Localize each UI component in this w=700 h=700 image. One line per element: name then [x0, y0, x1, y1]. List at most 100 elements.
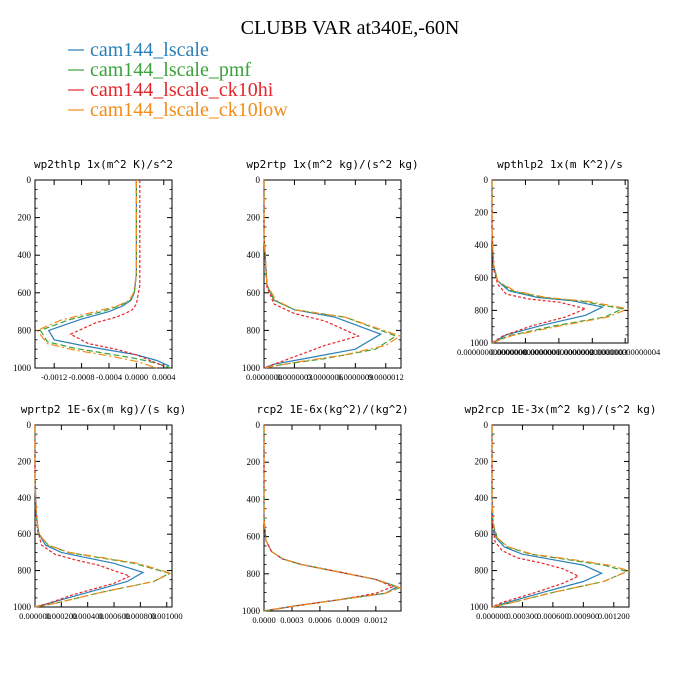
y-tick-label: 600 [247, 288, 261, 298]
x-tick-label: 0.000000 [476, 611, 508, 621]
x-tick-label: 0.000000000000001 [490, 347, 560, 357]
series-line [34, 425, 145, 608]
series-line [263, 425, 401, 612]
panels: wp2thlp 1x(m^2 K)/s^202004006008001000-0… [13, 158, 661, 625]
x-tick-label: 0.000800 [124, 611, 156, 621]
legend-label: cam144_lscale_ck10hi [90, 79, 274, 101]
series-line [36, 180, 158, 369]
series-line [263, 425, 399, 612]
series-line [491, 425, 604, 608]
panel-title: wp2rcp 1E-3x(m^2 kg)/(s^2 kg) [464, 403, 656, 416]
y-tick-label: 600 [475, 273, 489, 283]
y-tick-label: 0 [256, 175, 261, 185]
series-line [263, 425, 395, 612]
legend-label: cam144_lscale_pmf [90, 59, 251, 81]
x-tick-label: 0.000000 [19, 611, 51, 621]
y-tick-label: 600 [18, 529, 32, 539]
y-tick-label: 0 [27, 420, 32, 430]
series-line [491, 180, 625, 344]
x-tick-label: 0.000300 [507, 611, 539, 621]
series-line [263, 180, 383, 369]
panel: rcp2 1E-6x(kg^2)/(kg^2) 0 200 400 600 800 1000… [242, 403, 409, 625]
x-tick-label: 0.0000 [125, 372, 148, 382]
y-tick-label: 800 [475, 305, 489, 315]
x-tick-label: 0.0000003 [276, 372, 312, 382]
panel: wp2rtp 1x(m^2 kg)/(s^2 kg) 0 200 400 600 800 1… [242, 158, 419, 382]
x-tick-label: 0.0004 [152, 372, 176, 382]
x-tick-label: 0.000000000000003 [557, 347, 627, 357]
panel: wp2rcp 1E-3x(m^2 kg)/(s^2 kg) 0 200 400 600 8… [464, 403, 656, 621]
y-tick-label: 800 [247, 569, 261, 579]
series-line [491, 425, 629, 608]
y-tick-label: 200 [475, 456, 489, 466]
panel-title: wp2thlp 1x(m^2 K)/s^2 [34, 158, 173, 171]
x-tick-label: 0.0000006 [307, 372, 343, 382]
x-tick-label: 0.000000000000002 [524, 347, 594, 357]
y-tick-label: 200 [247, 213, 261, 223]
x-tick-label: 0.000600 [537, 611, 569, 621]
x-tick-label: 0.000000000000000 [457, 347, 527, 357]
y-tick-label: 600 [18, 288, 32, 298]
x-tick-label: 0.0000 [252, 615, 275, 625]
series-line [491, 180, 605, 344]
y-tick-label: 600 [247, 532, 261, 542]
panel-title: wprtp2 1E-6x(m kg)/(s kg) [21, 403, 187, 416]
series-line [34, 425, 172, 608]
series-line [263, 180, 398, 369]
x-tick-label: 0.000600 [98, 611, 130, 621]
x-tick-label: 0.0000012 [368, 372, 404, 382]
panel-title: wp2rtp 1x(m^2 kg)/(s^2 kg) [246, 158, 418, 171]
y-tick-label: 0 [256, 420, 261, 430]
panel: wprtp2 1E-6x(m kg)/(s kg) 0 200 400 600 800 10… [13, 403, 186, 621]
x-tick-label: 0.000400 [72, 611, 104, 621]
panel: wp2thlp 1x(m^2 K)/s^20 200 400 600 800 1000 -0… [13, 158, 176, 382]
legend: cam144_lscalecam144_lscale_pmfcam144_lsc… [68, 39, 288, 121]
panel-title: wpthlp2 1x(m K^2)/s [497, 158, 623, 171]
x-tick-label: 0.0003 [280, 615, 303, 625]
y-tick-label: 1000 [470, 338, 489, 348]
y-tick-label: 1000 [13, 602, 32, 612]
y-tick-label: 0 [484, 175, 489, 185]
y-tick-label: 400 [18, 493, 32, 503]
y-tick-label: 600 [475, 529, 489, 539]
y-tick-label: 0 [27, 175, 32, 185]
panel: wpthlp2 1x(m K^2)/s020040060080010000.00… [457, 158, 661, 357]
series-line [263, 180, 402, 369]
y-tick-label: 200 [475, 208, 489, 218]
x-tick-label: 0.001200 [598, 611, 630, 621]
panel-title: rcp2 1E-6x(kg^2)/(kg^2) [256, 403, 408, 416]
series-line [47, 180, 170, 367]
series-line [34, 425, 173, 608]
x-tick-label: 0.000900 [567, 611, 599, 621]
y-tick-label: 1000 [242, 606, 261, 616]
y-tick-label: 800 [18, 566, 32, 576]
y-tick-label: 200 [18, 213, 32, 223]
x-tick-label: -0.0008 [68, 372, 94, 382]
plot-frame [263, 424, 402, 612]
y-tick-label: 0 [484, 420, 489, 430]
series-line [491, 425, 580, 608]
y-tick-label: 400 [247, 250, 261, 260]
series-line [491, 425, 631, 608]
y-tick-label: 400 [475, 240, 489, 250]
y-tick-label: 800 [475, 566, 489, 576]
x-tick-label: 0.0009 [336, 615, 359, 625]
y-tick-label: 800 [247, 325, 261, 335]
y-tick-label: 800 [18, 325, 32, 335]
y-tick-label: 1000 [470, 602, 489, 612]
legend-label: cam144_lscale_ck10low [90, 99, 288, 121]
y-tick-label: 400 [18, 250, 32, 260]
x-tick-label: 0.0000009 [337, 372, 373, 382]
x-tick-label: 0.000200 [45, 611, 77, 621]
x-tick-label: 0.0000000 [246, 372, 282, 382]
series-line [263, 425, 402, 612]
y-tick-label: 200 [18, 456, 32, 466]
y-tick-label: 1000 [242, 363, 261, 373]
series-line [263, 180, 361, 369]
y-tick-label: 200 [247, 457, 261, 467]
legend-label: cam144_lscale [90, 39, 209, 61]
x-tick-label: -0.0004 [96, 372, 123, 382]
x-tick-label: 0.000000000000004 [590, 347, 661, 357]
y-tick-label: 400 [247, 494, 261, 504]
